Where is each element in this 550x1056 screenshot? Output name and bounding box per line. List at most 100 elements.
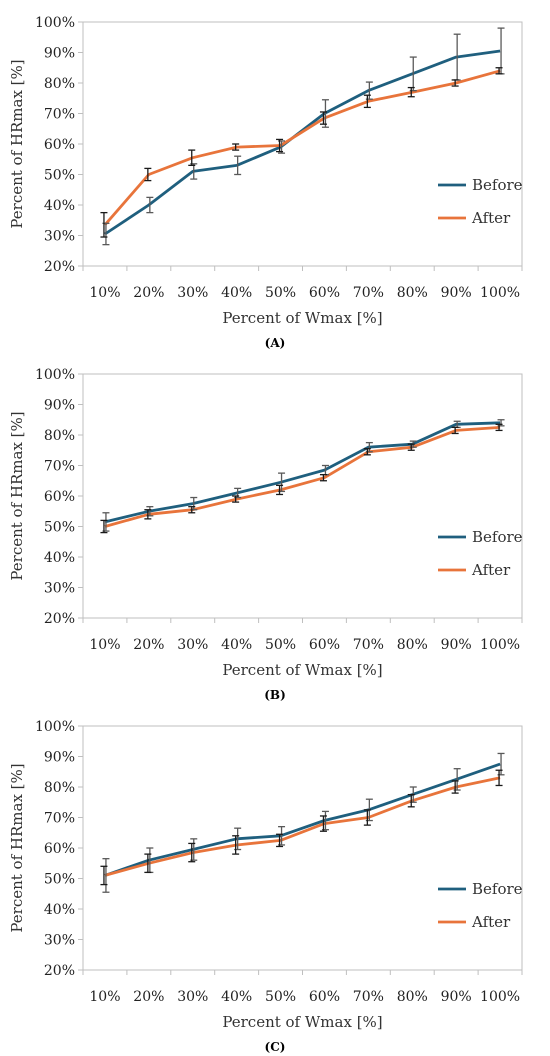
error-bar-after (100, 211, 108, 238)
error-bar-after (407, 86, 415, 98)
x-tick-label: 40% (221, 285, 252, 301)
x-tick-label: 90% (441, 637, 472, 653)
x-tick-label: 60% (309, 285, 340, 301)
legend-label-after: After (471, 913, 511, 931)
x-tick-label: 100% (480, 285, 520, 301)
y-tick-label: 100% (35, 15, 75, 31)
error-bar-after (363, 94, 371, 109)
chart-b: 20% 30% 40% 50% 60% 70% 80% 90% 100% 10% 20% 30% 40%… (8, 367, 523, 702)
error-bar-after (495, 67, 503, 75)
error-bar-after (232, 835, 240, 855)
x-tick-label: 90% (441, 285, 472, 301)
y-tick-label: 40% (44, 550, 75, 566)
error-bar-after (407, 793, 415, 808)
error-bar-after (232, 143, 240, 151)
x-tick-label: 10% (89, 989, 120, 1005)
error-bar-after (495, 769, 503, 787)
series-line-before (104, 421, 501, 524)
y-tick-label: 30% (44, 581, 75, 597)
legend-label-before: Before (472, 528, 523, 546)
error-bar-after (319, 474, 327, 482)
chart-c: 20% 30% 40% 50% 60% 70% 80% 90% 100% 10% 20% 30% 40%… (8, 719, 523, 1054)
error-bar-after (188, 149, 196, 167)
y-tick-label: 50% (44, 168, 75, 184)
error-bar-after (100, 865, 108, 886)
y-tick-label: 20% (44, 963, 75, 979)
series-line-after (104, 426, 501, 528)
series-line-after (104, 776, 501, 877)
error-bar-after (276, 833, 284, 848)
error-bar-after (144, 853, 152, 874)
x-tick-label: 30% (177, 285, 208, 301)
y-axis-title: Percent of HRmax [%] (8, 411, 26, 580)
error-bar-after (495, 423, 503, 432)
x-tick-label: 70% (353, 989, 384, 1005)
x-tick-label: 100% (480, 989, 520, 1005)
y-tick-label: 90% (44, 398, 75, 414)
error-bar-before (234, 155, 242, 176)
panel-label: (B) (264, 688, 286, 702)
error-bar-after (144, 167, 152, 182)
error-bar-after (451, 780, 459, 794)
y-tick-label: 80% (44, 780, 75, 796)
x-tick-label: 40% (221, 989, 252, 1005)
x-tick-label: 20% (133, 989, 164, 1005)
y-tick-label: 90% (44, 46, 75, 62)
y-tick-label: 90% (44, 750, 75, 766)
chart-a: 20% 30% 40% 50% 60% 70% 80% 90% 100% 10% 20% 30% 40%… (8, 15, 523, 350)
error-bar-before (321, 99, 329, 128)
y-tick-label: 40% (44, 198, 75, 214)
x-tick-label: 80% (397, 285, 428, 301)
x-tick-label: 80% (397, 637, 428, 653)
x-tick-label: 30% (177, 989, 208, 1005)
y-tick-label: 30% (44, 933, 75, 949)
error-bar-before (146, 196, 154, 214)
error-bar-after (363, 809, 371, 826)
y-tick-label: 30% (44, 229, 75, 245)
series-line-before (104, 49, 501, 236)
error-bar-after (276, 138, 284, 153)
x-tick-label: 10% (89, 285, 120, 301)
x-axis-title: Percent of Wmax [%] (222, 1013, 382, 1031)
error-bar-after (451, 79, 459, 87)
y-axis-title: Percent of HRmax [%] (8, 59, 26, 228)
x-tick-label: 20% (133, 637, 164, 653)
x-tick-label: 50% (265, 637, 296, 653)
x-tick-label: 50% (265, 989, 296, 1005)
x-tick-label: 10% (89, 637, 120, 653)
y-tick-label: 80% (44, 76, 75, 92)
y-tick-label: 60% (44, 489, 75, 505)
plot-frame (82, 373, 523, 619)
series-line-after (103, 69, 501, 226)
y-tick-label: 80% (44, 428, 75, 444)
y-tick-label: 100% (35, 367, 75, 383)
x-tick-label: 60% (309, 637, 340, 653)
y-tick-label: 70% (44, 459, 75, 475)
y-tick-label: 70% (44, 107, 75, 123)
y-tick-label: 50% (44, 872, 75, 888)
y-tick-label: 20% (44, 611, 75, 627)
y-tick-label: 60% (44, 137, 75, 153)
x-tick-label: 30% (177, 637, 208, 653)
x-tick-label: 40% (221, 637, 252, 653)
x-tick-label: 90% (441, 989, 472, 1005)
y-tick-label: 100% (35, 719, 75, 735)
error-bar-before (102, 858, 110, 893)
x-tick-label: 100% (480, 637, 520, 653)
x-tick-label: 70% (353, 285, 384, 301)
y-tick-label: 50% (44, 520, 75, 536)
legend-label-after: After (471, 561, 511, 579)
x-tick-label: 50% (265, 285, 296, 301)
y-tick-label: 20% (44, 259, 75, 275)
error-bar-after (319, 111, 327, 125)
error-bar-after (188, 842, 196, 863)
y-axis-title: Percent of HRmax [%] (8, 763, 26, 932)
error-bar-after (100, 519, 108, 534)
x-tick-label: 70% (353, 637, 384, 653)
y-tick-label: 60% (44, 841, 75, 857)
panel-label: (A) (265, 336, 286, 350)
legend-label-after: After (471, 209, 511, 227)
error-bar-after (407, 443, 415, 451)
plot-frame (82, 21, 523, 267)
error-bar-after (188, 506, 196, 514)
